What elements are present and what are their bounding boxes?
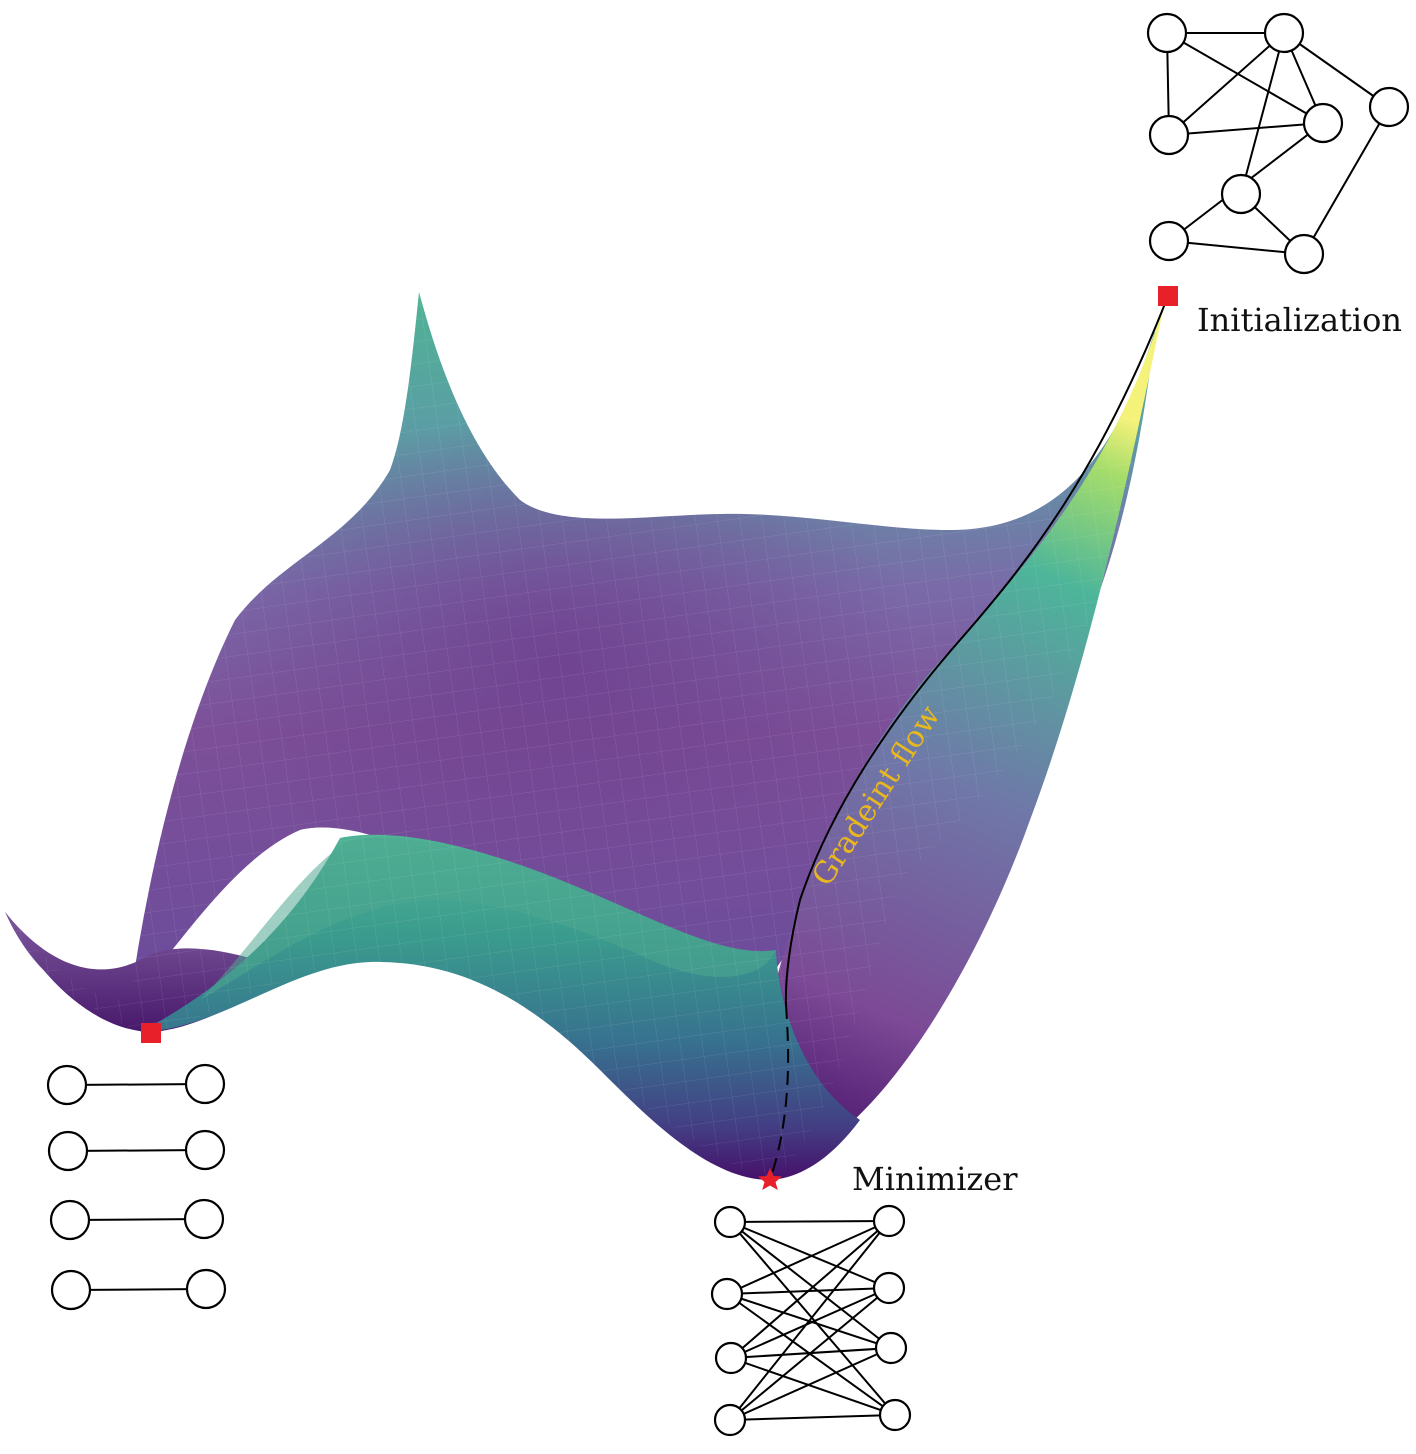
minimizer-graph-edge <box>729 1287 890 1421</box>
gradient-flow-path <box>784 295 1169 1006</box>
minimizer-graph-node <box>872 1271 906 1305</box>
minimizer-graph-edge <box>729 1220 890 1421</box>
gradient-flow-path-hidden <box>769 1004 790 1181</box>
minimizer-graph-edge <box>729 1221 896 1416</box>
local-minimum-graph <box>46 1063 227 1311</box>
local-minimum-graph-edge <box>69 1218 205 1221</box>
minimizer-graph-edge <box>729 1414 896 1421</box>
local-minimum-graph-edge <box>66 1083 206 1086</box>
minimizer-star-marker <box>758 1168 782 1190</box>
local-minimum-graph-node <box>185 1268 227 1310</box>
minimizer-graph-edge <box>729 1347 892 1421</box>
minimizer-graph-node <box>714 1341 748 1375</box>
initialization-graph-edge <box>1283 32 1390 108</box>
minimizer-graph-edge <box>726 1220 890 1295</box>
minimizer-graph-edge <box>726 1293 896 1416</box>
local-minimum-graph-edge <box>67 1149 206 1152</box>
minimizer-label: Minimizer <box>852 1160 1018 1198</box>
local-minimum-graph-edge <box>70 1288 207 1291</box>
initialization-graph-node <box>1368 86 1410 128</box>
initialization-graph-edge <box>1303 106 1390 255</box>
local-minimum-graph-node <box>184 1129 226 1171</box>
initialization-graph-node <box>1302 102 1344 144</box>
minimizer-graph-node <box>713 1403 747 1437</box>
initialization-graph-edge <box>1168 32 1285 136</box>
minimizer-graph-edge <box>730 1287 890 1359</box>
surface-mesh <box>5 292 1155 1180</box>
initialization-graph-node <box>1283 233 1325 275</box>
initialization-graph-edge <box>1240 32 1285 195</box>
local-minimum-graph-node <box>46 1064 88 1106</box>
initialization-label: Initialization <box>1197 301 1402 339</box>
minimizer-graph-edge <box>730 1357 896 1416</box>
initialization-graph-node <box>1146 12 1188 54</box>
initialization-graph-node <box>1148 114 1190 156</box>
initialization-graph-edge <box>1168 240 1305 255</box>
minimizer-graph-edge <box>729 1221 892 1349</box>
initialization-graph-node <box>1220 173 1262 215</box>
local-minimum-graph-node <box>184 1063 226 1105</box>
minimizer-graph-node <box>878 1398 912 1432</box>
local-minimum-graph-node <box>47 1130 89 1172</box>
minimizer-graph-edge <box>729 1221 890 1289</box>
initialization-graph-edge <box>1168 122 1324 136</box>
initialization-graph <box>1146 12 1410 275</box>
minimizer-graph-node <box>710 1277 744 1311</box>
local-minimum-square-marker <box>141 1023 161 1043</box>
initialization-graph-edge <box>1166 32 1324 124</box>
minimizer-graph-edge <box>729 1220 890 1223</box>
initialization-graph-node <box>1263 12 1305 54</box>
local-minimum-graph-node <box>183 1198 225 1240</box>
minimizer-graph-edge <box>730 1220 890 1359</box>
local-minimum-graph-node <box>50 1269 92 1311</box>
minimizer-bipartite-graph <box>710 1204 912 1437</box>
minimizer-graph-node <box>874 1331 908 1365</box>
initialization-square-marker <box>1158 286 1178 306</box>
minimizer-graph-node <box>713 1205 747 1239</box>
minimizer-graph-node <box>872 1204 906 1238</box>
local-minimum-graph-node <box>49 1199 91 1241</box>
initialization-graph-node <box>1148 220 1190 262</box>
